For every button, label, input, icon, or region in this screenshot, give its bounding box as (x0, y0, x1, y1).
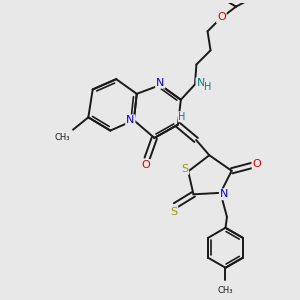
Text: H: H (178, 112, 186, 122)
Text: O: O (217, 13, 226, 22)
Text: O: O (253, 159, 261, 169)
Text: CH₃: CH₃ (54, 133, 70, 142)
Text: N: N (126, 115, 134, 125)
Text: S: S (170, 207, 177, 217)
Text: N: N (220, 189, 228, 199)
Text: H: H (204, 82, 212, 92)
Text: S: S (181, 164, 188, 174)
Text: N: N (196, 78, 205, 88)
Text: CH₃: CH₃ (218, 286, 233, 295)
Text: O: O (141, 160, 150, 170)
Text: N: N (156, 78, 164, 88)
